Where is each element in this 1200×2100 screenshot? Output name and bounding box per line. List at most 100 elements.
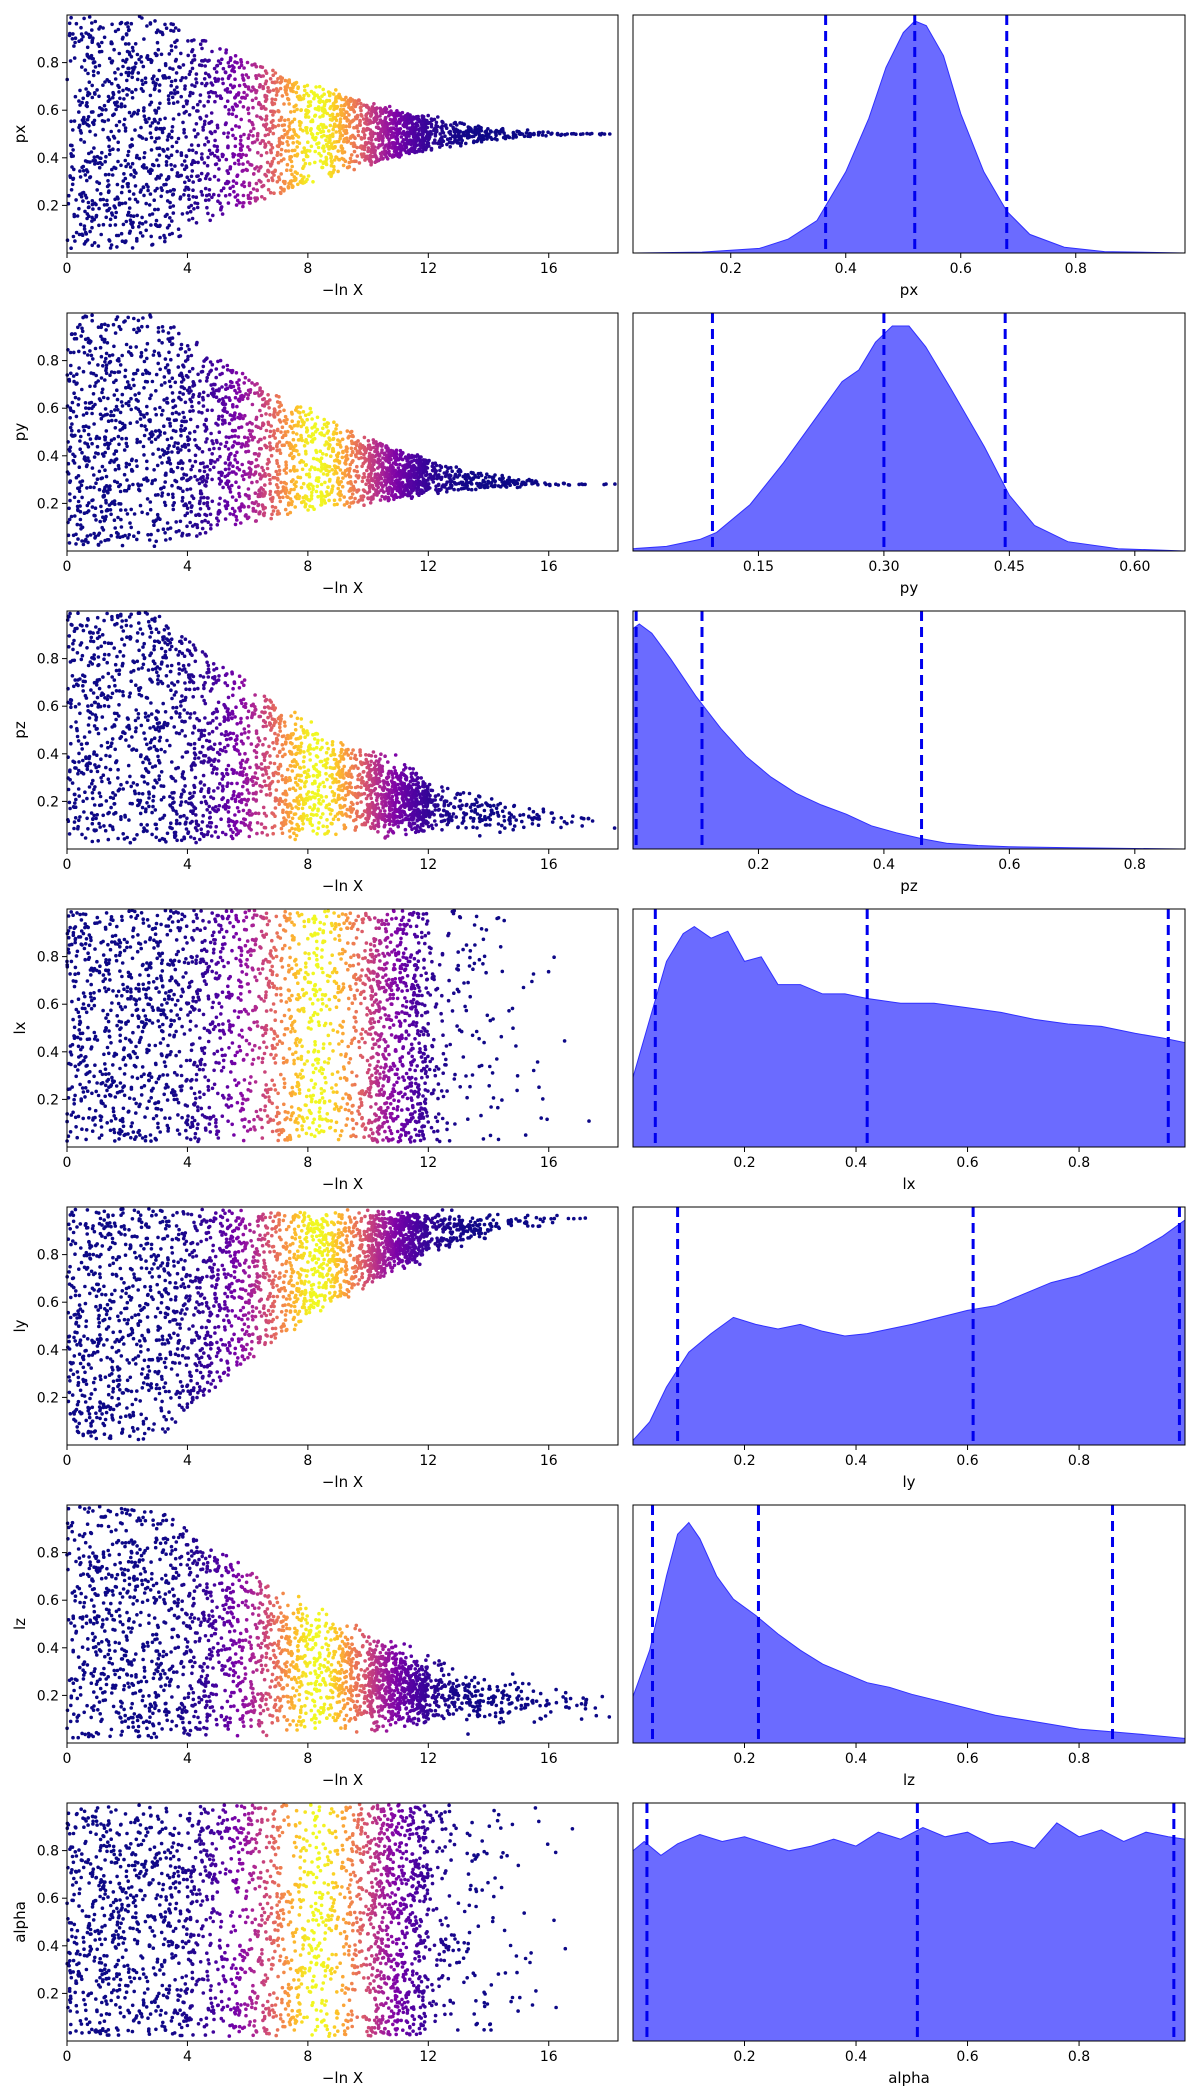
trace-point	[433, 461, 438, 466]
trace-point	[68, 425, 73, 430]
trace-point	[279, 118, 283, 122]
trace-point	[356, 133, 361, 138]
trace-point	[150, 162, 155, 167]
trace-point	[325, 424, 329, 429]
trace-point	[171, 507, 176, 512]
trace-point	[402, 147, 407, 151]
trace-point	[242, 90, 246, 95]
trace-point	[507, 135, 512, 140]
trace-point	[268, 429, 273, 434]
trace-point	[328, 117, 333, 122]
trace-point	[540, 133, 545, 137]
trace-point	[352, 100, 356, 105]
trace-point	[224, 48, 229, 52]
trace-point	[187, 369, 192, 374]
trace-point	[270, 512, 274, 517]
trace-point	[165, 138, 170, 142]
trace-point	[199, 171, 204, 176]
trace-point	[488, 129, 493, 133]
trace-point	[90, 83, 94, 88]
trace-point	[275, 448, 279, 453]
trace-point	[181, 63, 186, 67]
trace-point	[86, 456, 90, 460]
trace-point	[115, 388, 119, 393]
trace-point	[234, 480, 238, 485]
trace-point	[443, 134, 447, 138]
trace-point	[206, 172, 210, 176]
trace-point	[355, 124, 359, 128]
trace-point	[226, 131, 231, 135]
trace-point	[387, 497, 391, 502]
trace-point	[206, 211, 210, 216]
trace-point	[92, 118, 97, 123]
trace-point	[99, 540, 103, 544]
trace-point	[245, 93, 249, 97]
trace-point	[169, 48, 174, 53]
trace-point	[78, 128, 83, 133]
trace-point	[359, 137, 364, 141]
trace-point	[271, 118, 275, 123]
trace-point	[132, 327, 136, 332]
trace-point	[99, 232, 103, 237]
trace-point	[124, 70, 129, 75]
trace-point	[163, 357, 168, 361]
trace-point	[335, 454, 340, 459]
trace-point	[464, 141, 468, 146]
trace-point	[141, 64, 146, 69]
trace-point	[358, 105, 363, 110]
trace-point	[216, 79, 220, 83]
trace-point	[163, 63, 168, 68]
trace-point	[360, 464, 364, 469]
trace-point	[113, 502, 117, 507]
trace-point	[240, 442, 244, 446]
trace-point	[398, 127, 402, 132]
trace-point	[437, 473, 441, 477]
trace-point	[108, 359, 113, 364]
trace-point	[127, 42, 131, 46]
trace-point	[162, 431, 167, 435]
trace-point	[214, 421, 218, 426]
trace-point	[543, 481, 547, 485]
trace-point	[110, 213, 115, 217]
trace-point	[221, 402, 225, 407]
trace-point	[153, 108, 157, 113]
trace-point	[145, 341, 150, 346]
trace-point	[86, 71, 90, 76]
trace-point	[280, 141, 285, 146]
trace-point	[111, 90, 115, 95]
trace-point	[195, 102, 200, 107]
trace-point	[268, 481, 272, 486]
trace-point	[130, 161, 135, 166]
trace-point	[174, 45, 178, 49]
trace-point	[116, 532, 120, 536]
trace-point	[409, 476, 413, 480]
trace-point	[349, 153, 354, 157]
trace-point	[149, 148, 154, 152]
trace-point	[299, 108, 304, 112]
trace-point	[169, 79, 174, 84]
trace-point	[190, 216, 195, 221]
trace-point	[233, 411, 237, 415]
trace-point	[264, 174, 269, 178]
trace-point	[79, 334, 83, 338]
trace-point	[82, 227, 87, 231]
trace-point	[82, 224, 87, 228]
trace-point	[429, 124, 434, 129]
trace-point	[218, 358, 223, 363]
trace-point	[150, 212, 155, 216]
trace-point	[190, 148, 195, 153]
trace-point	[352, 125, 356, 130]
trace-x-tick-label: 0	[63, 261, 72, 277]
trace-point	[113, 426, 118, 430]
trace-point	[190, 494, 194, 498]
trace-point	[162, 233, 166, 238]
trace-point	[146, 185, 150, 189]
trace-y-tick-label: 0.4	[37, 151, 59, 167]
trace-point	[436, 491, 440, 496]
trace-point	[103, 159, 107, 164]
trace-point	[215, 148, 220, 152]
trace-point	[86, 200, 91, 205]
trace-point	[126, 184, 130, 189]
trace-point	[393, 147, 397, 151]
trace-point	[364, 128, 369, 132]
